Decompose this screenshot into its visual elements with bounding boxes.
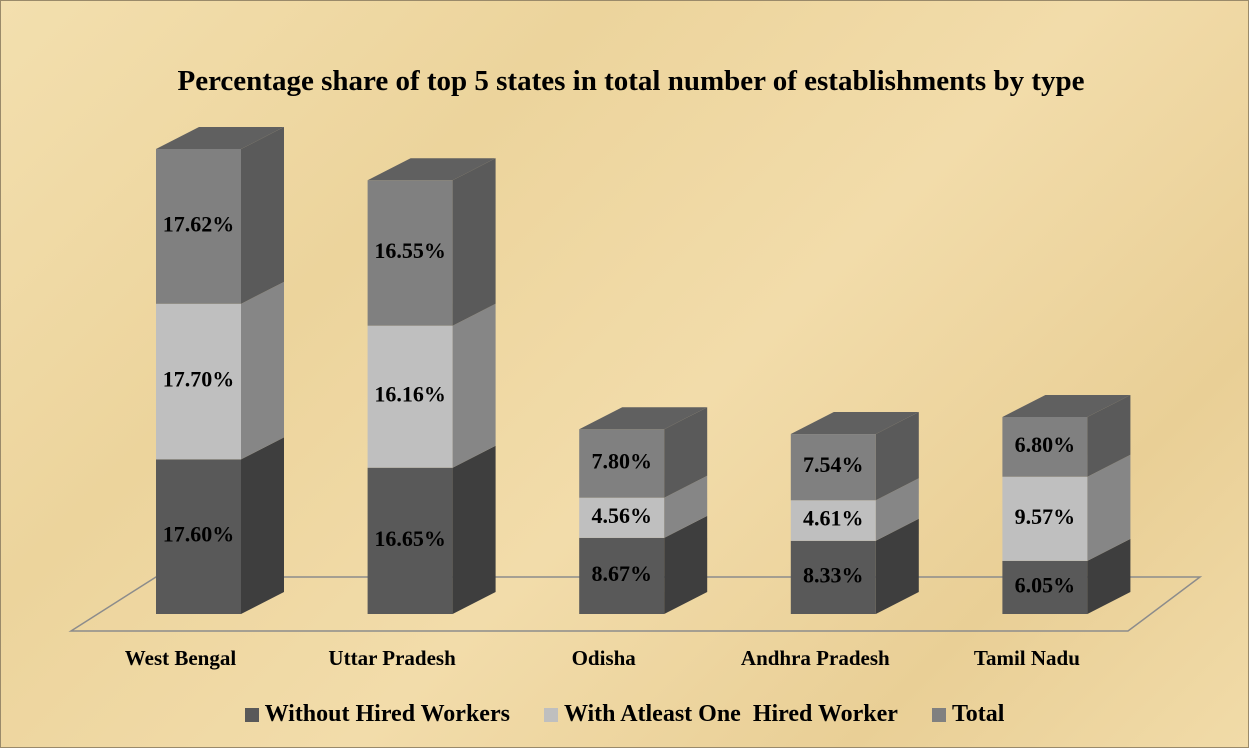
bar-top [1002,394,1131,417]
bar-front [579,537,665,614]
legend-label: Without Hired Workers [264,701,510,727]
bar-segment [790,518,919,614]
data-label: 7.54% [803,452,864,477]
bar-segment [579,407,708,498]
bar-segment [579,475,708,538]
bar-front [579,429,665,498]
bar-side [664,407,708,498]
bar-segment [790,478,919,541]
bar-segment [1002,394,1131,477]
bar-front [790,500,876,541]
bar-side [664,515,708,614]
legend-item: With Atleast One Hired Worker [543,701,898,728]
bar-side [452,158,496,326]
bar-segment [156,127,284,304]
data-label: 17.62% [163,211,235,236]
legend-swatch [931,707,946,722]
bar-side [664,475,708,538]
bar-front [1002,560,1088,614]
bar-side [241,281,284,460]
data-label: 8.67% [591,561,652,586]
bar-side [452,445,496,614]
data-label: 7.80% [591,449,652,474]
chart-title: Percentage share of top 5 states in tota… [177,65,1085,97]
bar-side [1087,394,1131,477]
bar-top [579,407,708,430]
bar-front [579,497,665,538]
data-label: 16.65% [374,526,446,551]
bar-side [1087,454,1131,561]
chart: 17.60% 17.70% 17.62% West Bengal 16.65% 16.16… [68,127,1203,670]
x-tick-label: Odisha [572,646,637,670]
bar-front [156,303,241,460]
bar-front [790,434,876,501]
legend-item: Total [931,701,1005,728]
data-label: 6.80% [1015,432,1076,457]
bar-segment [579,515,708,614]
floor [68,576,1203,632]
bar-segment [156,281,284,460]
bar-segment [790,412,919,501]
data-label: 17.70% [163,367,235,392]
bar-side [1087,538,1131,614]
legend-swatch [244,707,259,722]
bar-segment [367,303,496,468]
x-tick-label: Andhra Pradesh [741,646,890,670]
bar-front [1002,416,1088,477]
legend-label: With Atleast One Hired Worker [563,701,898,727]
bar-segment [367,445,496,614]
data-label: 6.05% [1015,572,1076,597]
data-label: 16.55% [374,238,446,263]
bar-segment [367,158,496,326]
bar-side [241,437,284,614]
bar-side [875,518,919,614]
bar-top [156,127,284,149]
bar-side [241,127,284,304]
bar-segment [1002,454,1131,561]
data-label: 8.33% [803,562,864,587]
legend-label: Total [951,701,1005,727]
legend: Without Hired Workers With Atleast One Hi… [1,701,1248,728]
bar-side [875,478,919,541]
x-tick-label: Tamil Nadu [974,646,1080,670]
data-label: 16.16% [374,382,446,407]
bar-side [452,303,496,468]
bar-front [156,459,241,614]
bar-top [367,158,496,181]
legend-item: Without Hired Workers [244,701,510,728]
data-label: 17.60% [163,522,235,547]
data-label: 9.57% [1015,504,1076,529]
bar-front [367,180,453,326]
bar-front [156,149,241,304]
x-tick-label: Uttar Pradesh [328,646,456,670]
bar-segment [156,437,284,614]
bar-top [790,412,919,435]
bar-side [875,412,919,501]
bar-front [367,325,453,468]
bar-front [1002,476,1088,561]
legend-swatch [543,707,558,722]
bar-front [367,467,453,614]
bar-segment [1002,538,1131,614]
x-tick-label: West Bengal [125,646,237,670]
data-label: 4.56% [591,503,652,528]
bar-front [790,540,876,614]
data-label: 4.61% [803,506,864,531]
